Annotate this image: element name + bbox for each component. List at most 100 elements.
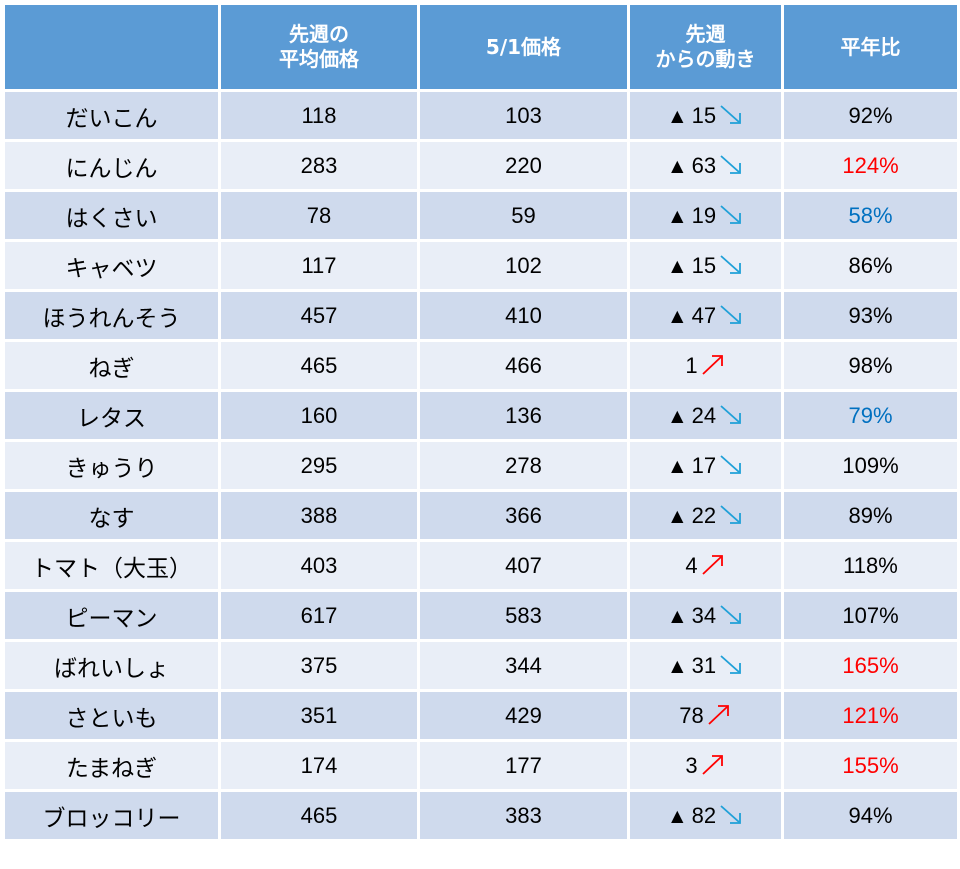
decrease-triangle-mark: ▲ xyxy=(666,505,688,528)
up-arrow-icon xyxy=(706,702,732,728)
normal-year-ratio: 89% xyxy=(784,492,957,539)
last-week-price-text: 375 xyxy=(300,652,338,678)
down-arrow-icon xyxy=(718,302,744,328)
may1-price-text: 366 xyxy=(505,502,542,528)
change-value: 47 xyxy=(691,303,717,328)
last-week-price-text: 351 xyxy=(300,702,338,728)
normal-year-ratio: 121% xyxy=(784,692,957,739)
change-value: 31 xyxy=(691,653,717,678)
normal-year-ratio-text: 89% xyxy=(848,502,893,528)
header-change: 先週 からの動き xyxy=(630,5,781,89)
down-arrow-icon xyxy=(718,402,744,428)
last-week-price: 465 xyxy=(221,792,417,839)
may1-price: 407 xyxy=(420,542,627,589)
may1-price: 583 xyxy=(420,592,627,639)
normal-year-ratio-text: 93% xyxy=(848,302,893,328)
header-item xyxy=(5,5,218,89)
vegetable-name-text: ねぎ xyxy=(88,355,135,382)
may1-price-text: 103 xyxy=(505,102,542,128)
change-value: 24 xyxy=(691,403,717,428)
down-arrow-icon xyxy=(718,502,744,528)
down-arrow-icon xyxy=(718,102,744,128)
normal-year-ratio: 86% xyxy=(784,242,957,289)
table-row: ねぎ 465 466 1 98% xyxy=(5,342,957,389)
change-cell: 4 xyxy=(630,542,781,589)
may1-price-text: 177 xyxy=(505,752,542,778)
change-cell: ▲ 24 xyxy=(630,392,781,439)
normal-year-ratio-text: 124% xyxy=(842,152,899,178)
vegetable-name: トマト（大玉） xyxy=(5,542,218,589)
last-week-price-text: 617 xyxy=(300,602,338,628)
may1-price: 466 xyxy=(420,342,627,389)
last-week-price: 457 xyxy=(221,292,417,339)
last-week-price-text: 118 xyxy=(301,102,337,128)
last-week-price-text: 465 xyxy=(300,802,338,828)
vegetable-name: ブロッコリー xyxy=(5,792,218,839)
table-row: ブロッコリー 465 383 ▲ 82 94% xyxy=(5,792,957,839)
normal-year-ratio-text: 155% xyxy=(842,752,899,778)
change-value: 63 xyxy=(691,153,717,178)
normal-year-ratio: 79% xyxy=(784,392,957,439)
may1-price-text: 344 xyxy=(505,652,542,678)
change-cell: ▲ 15 xyxy=(630,92,781,139)
change-cell: ▲ 22 xyxy=(630,492,781,539)
vegetable-name: はくさい xyxy=(5,192,218,239)
normal-year-ratio-text: 118% xyxy=(843,552,898,578)
up-arrow-icon xyxy=(700,552,726,578)
decrease-triangle-mark: ▲ xyxy=(666,155,688,178)
vegetable-name: きゅうり xyxy=(5,442,218,489)
table-row: トマト（大玉） 403 407 4 118% xyxy=(5,542,957,589)
change-cell: ▲ 63 xyxy=(630,142,781,189)
last-week-price: 160 xyxy=(221,392,417,439)
may1-price-text: 278 xyxy=(505,452,542,478)
table-row: ほうれんそう 457 410 ▲ 47 93% xyxy=(5,292,957,339)
normal-year-ratio: 165% xyxy=(784,642,957,689)
vegetable-name-text: キャベツ xyxy=(65,255,158,282)
may1-price: 278 xyxy=(420,442,627,489)
decrease-triangle-mark: ▲ xyxy=(666,105,688,128)
change-value: 17 xyxy=(691,453,717,478)
down-arrow-icon xyxy=(718,452,744,478)
last-week-price: 295 xyxy=(221,442,417,489)
change-value: 1 xyxy=(685,353,698,378)
table-row: さといも 351 429 78 121% xyxy=(5,692,957,739)
may1-price-text: 583 xyxy=(505,602,542,628)
may1-price-text: 466 xyxy=(505,352,542,378)
vegetable-name-text: ピーマン xyxy=(65,605,158,632)
change-cell: ▲ 82 xyxy=(630,792,781,839)
vegetable-name: たまねぎ xyxy=(5,742,218,789)
vegetable-name: さといも xyxy=(5,692,218,739)
last-week-price: 174 xyxy=(221,742,417,789)
last-week-price: 78 xyxy=(221,192,417,239)
may1-price: 103 xyxy=(420,92,627,139)
normal-year-ratio-text: 165% xyxy=(842,652,899,678)
change-value: 82 xyxy=(691,803,717,828)
vegetable-name-text: きゅうり xyxy=(65,455,158,482)
decrease-triangle-mark: ▲ xyxy=(666,405,688,428)
header-normal-year-ratio: 平年比 xyxy=(784,5,957,89)
down-arrow-icon xyxy=(718,202,744,228)
table-row: キャベツ 117 102 ▲ 15 86% xyxy=(5,242,957,289)
normal-year-ratio: 155% xyxy=(784,742,957,789)
table-row: きゅうり 295 278 ▲ 17 109% xyxy=(5,442,957,489)
vegetable-name: レタス xyxy=(5,392,218,439)
vegetable-name-text: だいこん xyxy=(65,105,158,132)
may1-price: 102 xyxy=(420,242,627,289)
vegetable-name-text: トマト（大玉） xyxy=(31,555,192,582)
may1-price-text: 59 xyxy=(511,202,536,228)
vegetable-name-text: ブロッコリー xyxy=(42,805,181,832)
may1-price: 344 xyxy=(420,642,627,689)
change-value: 34 xyxy=(691,603,717,628)
change-value: 4 xyxy=(685,553,698,578)
normal-year-ratio-text: 86% xyxy=(848,252,893,278)
may1-price: 429 xyxy=(420,692,627,739)
decrease-triangle-mark: ▲ xyxy=(666,655,688,678)
decrease-triangle-mark: ▲ xyxy=(666,605,688,628)
last-week-price-text: 403 xyxy=(300,552,338,578)
header-last-week-line1: 先週の xyxy=(289,22,349,46)
change-cell: 3 xyxy=(630,742,781,789)
change-value: 15 xyxy=(691,103,717,128)
normal-year-ratio-text: 121% xyxy=(842,702,899,728)
decrease-triangle-mark: ▲ xyxy=(666,305,688,328)
vegetable-name-text: レタス xyxy=(77,405,146,432)
